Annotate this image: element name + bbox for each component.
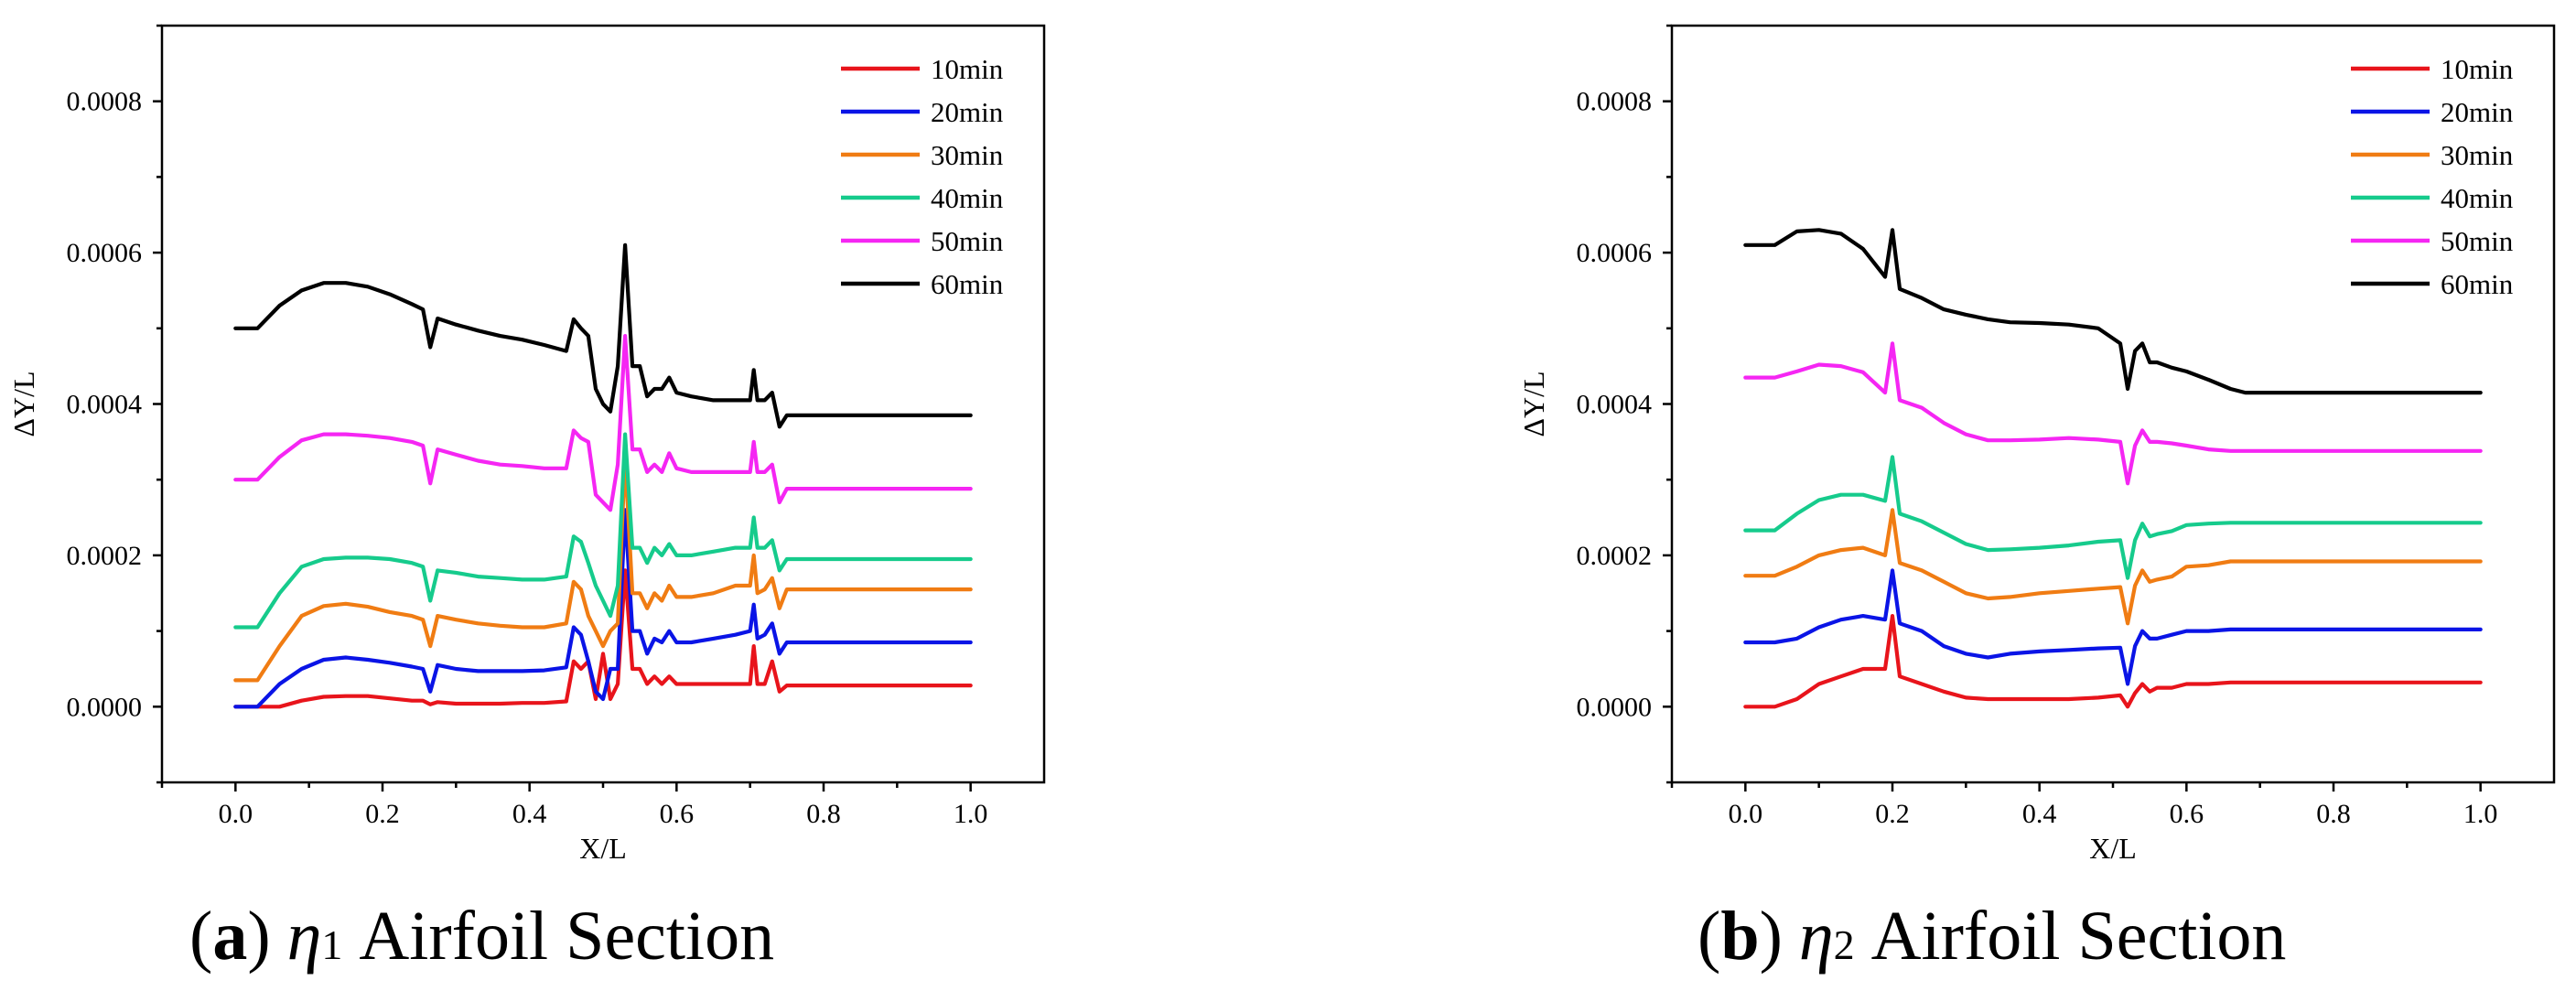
x-axis: 0.0 0.2 0.4 0.6 0.8 1.0 X/L bbox=[1670, 782, 2498, 865]
series-line-10min bbox=[1743, 613, 2483, 709]
caption-symbol: η bbox=[287, 898, 322, 975]
caption-subscript: 2 bbox=[1834, 921, 1855, 968]
y-axis-title: ΔY/L bbox=[1517, 371, 1550, 436]
y-tick-label: 0.0000 bbox=[67, 692, 143, 722]
caption-symbol: η bbox=[1799, 898, 1834, 975]
y-tick-label: 0.0000 bbox=[1577, 692, 1653, 722]
y-tick-label: 0.0004 bbox=[1577, 390, 1653, 420]
legend-label: 30min bbox=[931, 139, 1004, 171]
y-tick-label: 0.0008 bbox=[1577, 87, 1653, 117]
series-lines bbox=[1743, 228, 2483, 709]
x-tick-label: 0.6 bbox=[660, 799, 695, 829]
y-tick-label: 0.0006 bbox=[67, 238, 143, 268]
series-line-40min bbox=[233, 432, 973, 630]
x-tick-label: 1.0 bbox=[2463, 799, 2498, 829]
caption-open: ( bbox=[1698, 898, 1720, 975]
legend-label: 60min bbox=[2441, 268, 2514, 300]
legend-label: 50min bbox=[2441, 225, 2514, 257]
panel-b-chart: 0.0 0.2 0.4 0.6 0.8 1.0X/L0.00000.00020.00040… bbox=[1517, 24, 2556, 975]
legend-label: 40min bbox=[931, 182, 1004, 214]
legend-label: 30min bbox=[2441, 139, 2514, 171]
caption-letter: a bbox=[212, 898, 247, 975]
x-tick-label: 0.2 bbox=[365, 799, 400, 829]
caption-open: ( bbox=[189, 898, 212, 975]
panel-caption: (b) η2 Airfoil Section bbox=[1698, 898, 2286, 975]
series-line-50min bbox=[1743, 341, 2483, 486]
series-line-40min bbox=[1743, 455, 2483, 580]
legend-label: 40min bbox=[2441, 182, 2514, 214]
x-tick-label: 0.6 bbox=[2170, 799, 2204, 829]
caption-title: Airfoil Section bbox=[359, 898, 774, 975]
caption-close: ) bbox=[1760, 898, 1783, 975]
x-tick-label: 0.0 bbox=[219, 799, 253, 829]
legend-label: 20min bbox=[2441, 96, 2514, 128]
plot-frame bbox=[1670, 24, 2556, 784]
series-line-20min bbox=[1743, 568, 2483, 686]
series-lines bbox=[233, 242, 973, 709]
x-tick-label: 0.4 bbox=[512, 799, 547, 829]
series-line-20min bbox=[233, 508, 973, 709]
y-tick-label: 0.0004 bbox=[67, 390, 143, 420]
y-axis: 0.0000 0.0002 0.0004 0.0006 0.0008 ΔY/L bbox=[1517, 24, 1672, 784]
x-tick-label: 0.8 bbox=[2316, 799, 2351, 829]
x-axis: 0.0 0.2 0.4 0.6 0.8 1.0 X/L bbox=[160, 782, 988, 865]
x-tick-label: 0.0 bbox=[1729, 799, 1763, 829]
panel-a-chart: 0.0 0.2 0.4 0.6 0.8 1.0X/L0.00000.00020.00040… bbox=[7, 24, 1046, 975]
x-tick-label: 0.8 bbox=[806, 799, 841, 829]
legend: 10min 20min 30min 40min 50min 60min bbox=[841, 53, 1004, 300]
x-axis-title: X/L bbox=[579, 832, 627, 865]
y-tick-label: 0.0006 bbox=[1577, 238, 1653, 268]
legend: 10min 20min 30min 40min 50min 60min bbox=[2351, 53, 2514, 300]
y-tick-label: 0.0002 bbox=[1577, 541, 1653, 571]
panel-caption: (a) η1 Airfoil Section bbox=[189, 898, 774, 975]
y-tick-label: 0.0008 bbox=[67, 87, 143, 117]
caption-close: ) bbox=[247, 898, 270, 975]
caption-title: Airfoil Section bbox=[1871, 898, 2287, 975]
y-axis-title: ΔY/L bbox=[7, 371, 40, 436]
x-tick-label: 1.0 bbox=[954, 799, 988, 829]
x-axis-title: X/L bbox=[2089, 832, 2137, 865]
legend-label: 50min bbox=[931, 225, 1004, 257]
series-line-30min bbox=[1743, 508, 2483, 626]
x-tick-label: 0.4 bbox=[2022, 799, 2057, 829]
caption-letter: b bbox=[1720, 898, 1759, 975]
series-line-50min bbox=[233, 334, 973, 512]
x-tick-label: 0.2 bbox=[1875, 799, 1910, 829]
series-line-30min bbox=[233, 455, 973, 683]
y-tick-label: 0.0002 bbox=[67, 541, 143, 571]
series-line-60min bbox=[1743, 228, 2483, 395]
legend-label: 10min bbox=[2441, 53, 2514, 85]
series-line-60min bbox=[233, 242, 973, 429]
legend-label: 60min bbox=[931, 268, 1004, 300]
caption-subscript: 1 bbox=[321, 921, 342, 968]
y-axis: 0.0000 0.0002 0.0004 0.0006 0.0008 ΔY/L bbox=[7, 24, 162, 784]
legend-label: 10min bbox=[931, 53, 1004, 85]
legend-label: 20min bbox=[931, 96, 1004, 128]
